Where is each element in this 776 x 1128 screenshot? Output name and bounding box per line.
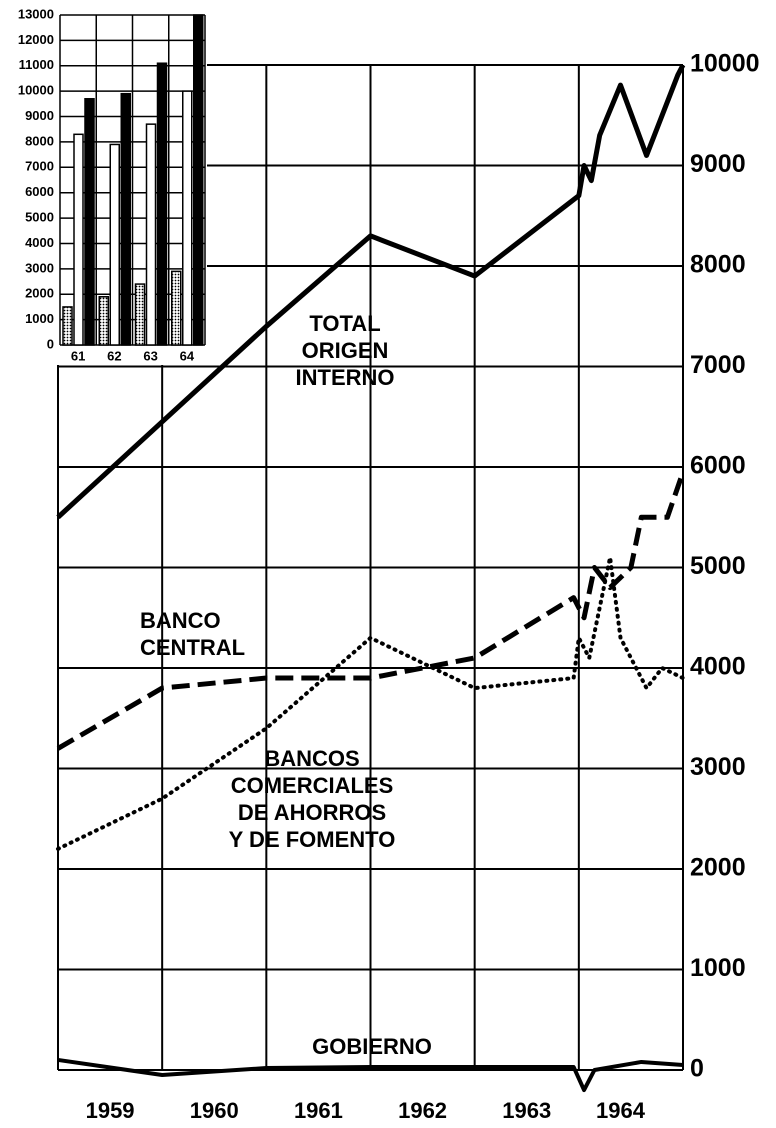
y-tick-label: 1000 (690, 954, 746, 982)
bar (73, 133, 84, 346)
bar (62, 306, 73, 346)
annotation: COMERCIALES (231, 773, 394, 798)
bar (145, 123, 157, 346)
x-tick-label: 1962 (398, 1098, 447, 1123)
x-tick-label: 1964 (596, 1098, 646, 1123)
x-tick-label: 1963 (502, 1098, 551, 1123)
x-tick-label: 1960 (190, 1098, 239, 1123)
annotation: GOBIERNO (312, 1034, 432, 1059)
y-tick-label: 2000 (25, 286, 54, 301)
y-tick-label: 13000 (18, 6, 54, 21)
y-tick-label: 8000 (690, 251, 746, 279)
annotation: Y DE FOMENTO (229, 827, 396, 852)
y-tick-label: 5000 (690, 552, 746, 580)
series-line (56, 63, 686, 520)
y-tick-label: 4000 (690, 653, 746, 681)
y-tick-label: 11000 (19, 57, 54, 72)
y-tick-label: 1000 (25, 311, 54, 326)
x-tick-label: 63 (143, 348, 157, 363)
annotation: BANCOS (264, 746, 359, 771)
x-tick-label: 61 (71, 348, 85, 363)
bar (98, 296, 109, 346)
x-tick-label: 1959 (86, 1098, 135, 1123)
series-line (57, 1057, 684, 1093)
y-tick-label: 3000 (25, 260, 54, 275)
bar (193, 14, 204, 346)
x-tick-label: 62 (107, 348, 121, 363)
y-tick-label: 4000 (25, 235, 54, 250)
y-tick-label: 5000 (25, 210, 54, 225)
bar (109, 143, 120, 346)
annotation: TOTAL (309, 311, 380, 336)
bar (171, 270, 182, 346)
annotation: CENTRAL (140, 635, 245, 660)
annotation: ORIGEN (302, 338, 389, 363)
annotation: INTERNO (296, 365, 395, 390)
y-tick-label: 10000 (18, 83, 54, 98)
x-tick-label: 64 (180, 348, 195, 363)
y-tick-label: 7000 (690, 351, 746, 379)
y-tick-label: 9000 (25, 108, 54, 123)
y-tick-label: 9000 (690, 150, 746, 178)
y-tick-label: 3000 (690, 753, 746, 781)
y-tick-label: 10000 (690, 50, 760, 78)
series-line (56, 555, 685, 851)
annotation: BANCO (140, 608, 221, 633)
y-tick-label: 0 (690, 1055, 704, 1083)
series-line (56, 471, 686, 751)
bar (182, 90, 193, 346)
y-tick-label: 8000 (25, 133, 54, 148)
y-tick-label: 6000 (25, 184, 54, 199)
bar (156, 62, 168, 346)
y-tick-label: 2000 (690, 854, 746, 882)
y-tick-label: 6000 (690, 452, 746, 480)
bar (134, 283, 146, 346)
y-tick-label: 0 (47, 336, 54, 351)
annotation: DE AHORROS (238, 800, 386, 825)
y-tick-label: 12000 (18, 32, 54, 47)
bar (120, 92, 131, 346)
x-tick-label: 1961 (294, 1098, 343, 1123)
bar (84, 98, 95, 346)
y-tick-label: 7000 (25, 159, 54, 174)
